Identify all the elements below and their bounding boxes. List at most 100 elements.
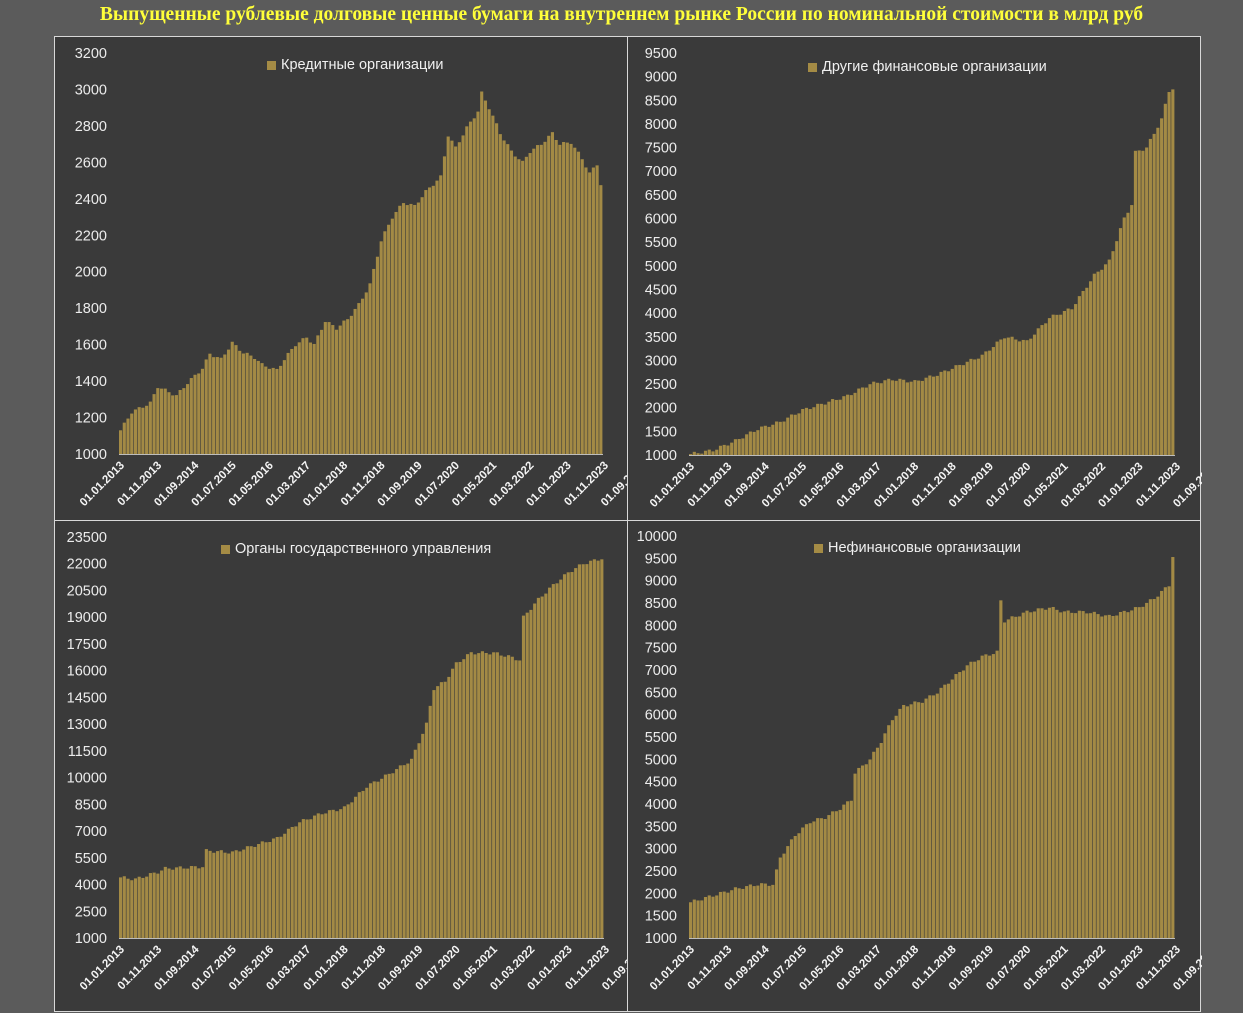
bar: [238, 350, 242, 454]
bar: [361, 790, 365, 938]
bar: [450, 140, 454, 454]
bar: [1148, 599, 1152, 938]
bar: [268, 842, 272, 938]
bar: [249, 846, 253, 938]
bar: [566, 572, 570, 938]
bar: [387, 773, 391, 938]
bar: [368, 283, 372, 454]
bar: [943, 370, 947, 455]
bar: [1025, 610, 1029, 938]
bar: [804, 407, 809, 455]
bar: [961, 670, 966, 938]
y-tick-label: 3000: [645, 842, 677, 858]
bar: [1014, 339, 1018, 455]
bar: [293, 346, 298, 454]
bar: [130, 880, 134, 938]
bar: [502, 140, 506, 454]
bar: [558, 144, 562, 454]
legend-swatch: [221, 544, 230, 554]
bar: [879, 743, 883, 938]
bar: [398, 765, 402, 938]
bar: [126, 418, 130, 454]
bar: [458, 661, 462, 938]
bar: [573, 147, 577, 454]
y-tick-label: 2200: [75, 228, 107, 244]
bar: [1085, 287, 1089, 455]
bar: [823, 819, 827, 938]
bar: [506, 144, 510, 454]
bar: [465, 654, 470, 938]
bar: [793, 414, 797, 455]
bar: [999, 600, 1003, 938]
bar: [920, 702, 924, 938]
bar: [383, 774, 388, 938]
bar: [182, 868, 186, 938]
bar: [227, 853, 231, 938]
y-tick-label: 7500: [645, 141, 677, 157]
bar: [435, 180, 439, 455]
bar: [559, 579, 563, 938]
bar: [305, 819, 309, 938]
bar: [857, 767, 861, 938]
bar: [417, 743, 421, 938]
bar: [782, 421, 786, 455]
bar: [524, 156, 528, 454]
y-tick-label: 1400: [75, 374, 107, 390]
y-tick-label: 3200: [75, 46, 107, 62]
bar: [226, 349, 231, 454]
bar: [860, 765, 865, 938]
bar: [548, 587, 552, 938]
y-tick-label: 10000: [637, 529, 677, 545]
bar: [301, 338, 305, 454]
bar: [242, 849, 246, 938]
bar: [1111, 251, 1115, 455]
bar: [145, 876, 149, 938]
bar: [1111, 616, 1115, 938]
bar: [1010, 336, 1014, 455]
bar: [513, 156, 517, 454]
bar: [141, 407, 145, 454]
bar: [212, 852, 216, 938]
bar: [946, 683, 951, 938]
y-tick-label: 4000: [645, 306, 677, 322]
bar: [1137, 150, 1141, 456]
bar: [1077, 296, 1081, 455]
bar: [778, 421, 782, 455]
bar: [748, 884, 752, 938]
bar: [163, 388, 167, 454]
legend-swatch: [814, 543, 823, 553]
bar: [487, 109, 491, 454]
bar: [1040, 608, 1044, 938]
bar: [171, 395, 175, 454]
bar: [703, 897, 708, 938]
y-tick-label: 8500: [645, 596, 677, 612]
bar: [201, 867, 205, 938]
bar: [372, 781, 376, 938]
bar: [529, 609, 533, 938]
bar: [428, 705, 432, 938]
bar: [1118, 611, 1123, 938]
bar: [1006, 337, 1010, 455]
bar: [577, 564, 582, 938]
bar: [436, 686, 440, 938]
bar: [1032, 334, 1037, 455]
bar: [1163, 103, 1167, 455]
bar: [902, 704, 906, 938]
bar: [536, 597, 540, 938]
bar: [1044, 323, 1048, 455]
bar: [1021, 612, 1025, 938]
bar: [980, 655, 984, 938]
bar: [171, 869, 175, 938]
bar: [431, 185, 435, 454]
bar: [324, 813, 328, 938]
bar: [585, 564, 589, 938]
bar: [913, 380, 917, 455]
bar: [801, 827, 805, 938]
bar: [1081, 611, 1085, 938]
bar: [547, 135, 551, 454]
bar: [1171, 89, 1175, 455]
bar: [767, 885, 771, 938]
bar: [786, 846, 790, 938]
bar: [846, 394, 850, 455]
bar: [212, 357, 216, 454]
